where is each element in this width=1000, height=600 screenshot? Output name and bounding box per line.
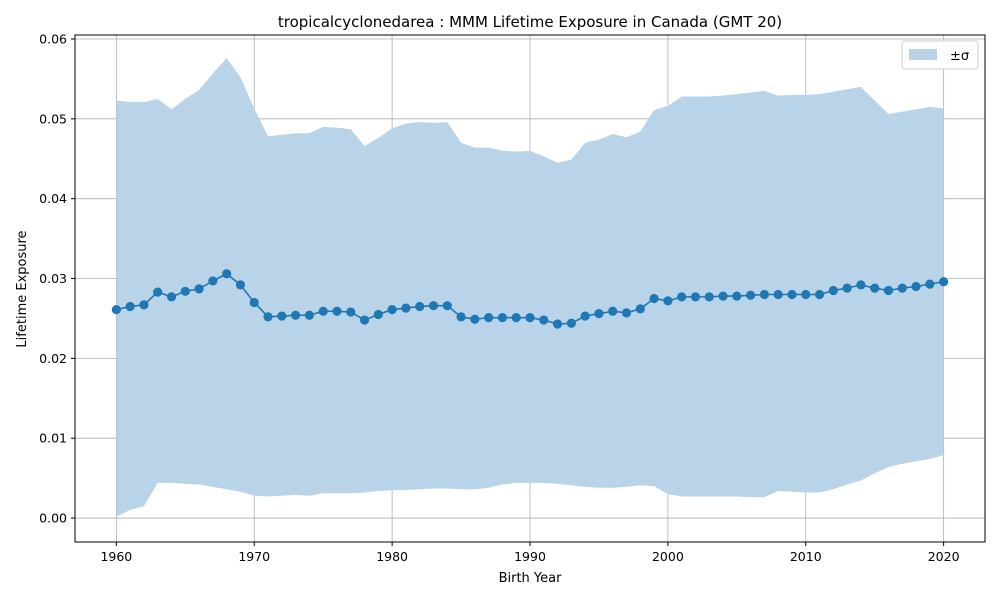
data-point [883,285,894,296]
y-axis-ticks: 0.00 0.01 0.02 0.03 0.04 0.05 0.06 [39,31,75,526]
x-tick-label: 2010 [790,549,822,564]
data-point [401,303,411,313]
data-point [814,289,825,300]
data-point [318,306,328,316]
data-point [621,308,632,318]
data-point [235,280,246,290]
data-point [484,313,494,323]
y-tick-label: 0.01 [39,431,67,446]
data-point [428,301,439,311]
std-band-layer [116,58,944,517]
legend-label-band: ±σ [950,49,969,64]
y-tick-label: 0.04 [39,191,67,206]
x-tick-label: 2000 [652,549,684,564]
data-point [359,315,370,325]
data-point [180,286,190,296]
y-tick-label: 0.02 [39,351,67,366]
data-point [787,289,797,300]
x-tick-label: 1970 [238,549,270,564]
data-point [194,284,204,294]
data-point [649,293,659,304]
data-point [663,296,673,306]
data-point [842,283,852,293]
data-point [373,309,383,320]
data-point [291,310,301,320]
data-point [277,311,287,321]
data-point [111,305,121,315]
legend-box [901,40,979,70]
y-tick-label: 0.05 [39,111,67,126]
data-point [870,283,880,293]
data-point [153,287,163,297]
y-axis-label: Lifetime Exposure [15,230,30,347]
legend: ±σ [901,40,979,70]
data-point [539,315,549,325]
data-point [442,301,452,311]
data-point [208,276,218,286]
data-point [746,290,756,300]
data-point [594,309,604,319]
data-point [346,307,356,317]
data-point [704,292,714,302]
data-point [828,285,838,296]
series-layer [111,269,949,329]
data-point [759,289,769,300]
data-point [897,283,907,293]
data-point [925,279,935,289]
x-tick-label: 1990 [514,549,546,564]
legend-swatch-band [909,49,937,60]
x-tick-label: 1960 [100,549,132,564]
data-point [690,292,701,302]
data-point [249,297,259,308]
data-point [332,306,342,316]
data-point [856,280,866,290]
data-point [608,306,618,316]
x-tick-label: 2020 [928,549,960,564]
y-tick-label: 0.00 [39,511,67,526]
chart-title: tropicalcyclonedarea : MMM Lifetime Expo… [278,13,782,31]
data-point [580,311,590,321]
data-point [732,291,742,301]
data-point [801,289,811,300]
data-point [304,310,314,320]
data-point [470,314,480,324]
data-point [566,318,576,328]
data-point [718,291,728,301]
data-point [525,313,535,323]
data-point [911,281,921,292]
std-band-area [116,58,944,517]
data-point [456,312,466,322]
x-tick-label: 1980 [376,549,408,564]
x-axis-label: Birth Year [499,571,563,586]
data-point [125,301,135,312]
data-point [387,305,397,315]
data-point [263,312,273,322]
data-point [166,292,177,302]
data-point [677,292,687,302]
data-point [773,289,783,300]
data-point [139,300,149,310]
data-point [635,304,645,314]
data-point [552,319,563,329]
x-axis-ticks: 1960 1970 1980 1990 2000 2010 2020 [100,542,960,564]
data-point [222,269,232,279]
data-point [415,301,425,312]
y-tick-label: 0.06 [39,31,67,46]
data-point [497,313,508,323]
data-point [511,313,521,323]
data-point [939,277,949,287]
y-tick-label: 0.03 [39,271,67,286]
